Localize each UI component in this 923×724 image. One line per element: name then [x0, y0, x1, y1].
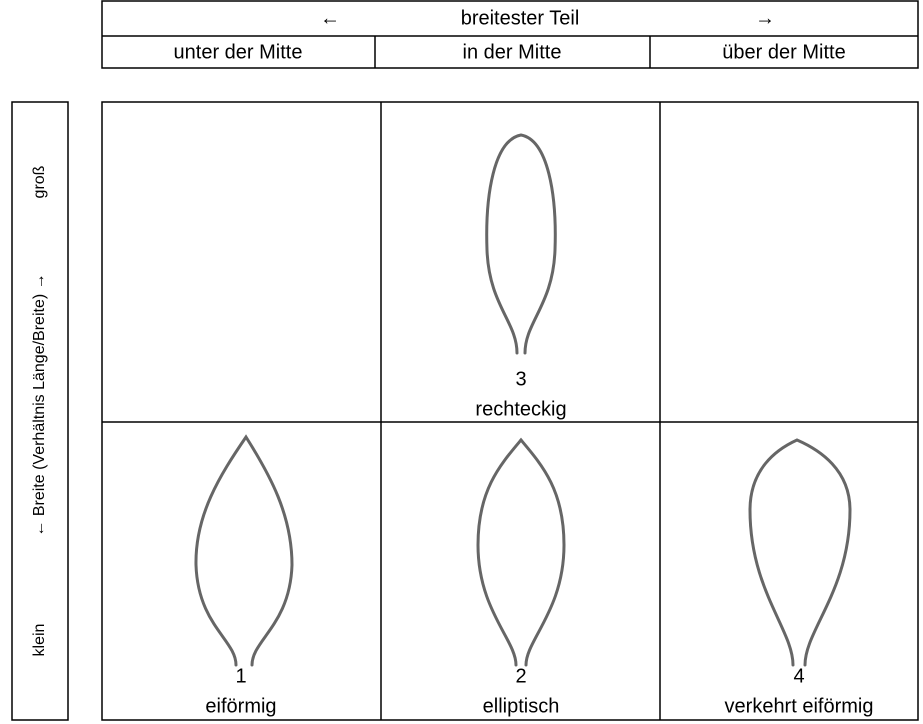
column-label: unter der Mitte	[174, 41, 303, 63]
cell-label: rechteckig	[475, 398, 566, 420]
leaf-rechteckig	[485, 133, 557, 355]
column-label: in der Mitte	[463, 41, 562, 63]
side-low: klein	[31, 624, 48, 657]
side-label: ← Breite (Verhältnis Länge/Breite) →	[31, 273, 48, 536]
arrow-left: ←	[320, 7, 340, 29]
leaf-eifoermig	[194, 434, 294, 667]
arrow-right: →	[755, 7, 775, 29]
cell-number: 3	[515, 368, 526, 390]
header-frame	[101, 0, 919, 69]
cell-label: verkehrt eiförmig	[725, 695, 874, 717]
header-title: breitester Teil	[461, 7, 580, 29]
side-high: groß	[31, 165, 48, 198]
leaf-verkehrt-eifoermig	[748, 438, 852, 667]
grid-frame	[101, 101, 919, 721]
cell-number: 1	[235, 665, 246, 687]
leaf-elliptisch	[476, 437, 566, 667]
cell-number: 4	[793, 665, 804, 687]
cell-label: eiförmig	[205, 695, 276, 717]
side-frame	[11, 101, 69, 721]
cell-label: elliptisch	[483, 695, 560, 717]
column-label: über der Mitte	[722, 41, 845, 63]
cell-number: 2	[515, 665, 526, 687]
